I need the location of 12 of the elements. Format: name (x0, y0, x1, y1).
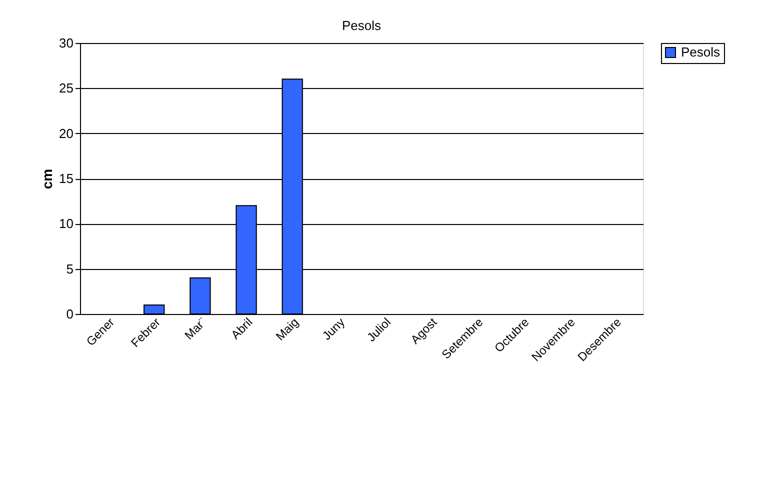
y-tick-label: 25 (59, 80, 74, 96)
bar (144, 304, 165, 314)
y-tick-label: 15 (59, 171, 74, 186)
legend-label: Pesols (681, 44, 721, 60)
chart-title: Pesols (342, 18, 382, 33)
y-tick-label: 5 (66, 261, 74, 276)
bar (190, 277, 211, 314)
y-axis-title: cm (39, 168, 56, 190)
y-tick-label: 30 (59, 36, 74, 50)
y-tick-label: 0 (66, 306, 74, 322)
y-tick-label: 20 (59, 126, 74, 141)
y-tick-label: 10 (59, 216, 74, 232)
